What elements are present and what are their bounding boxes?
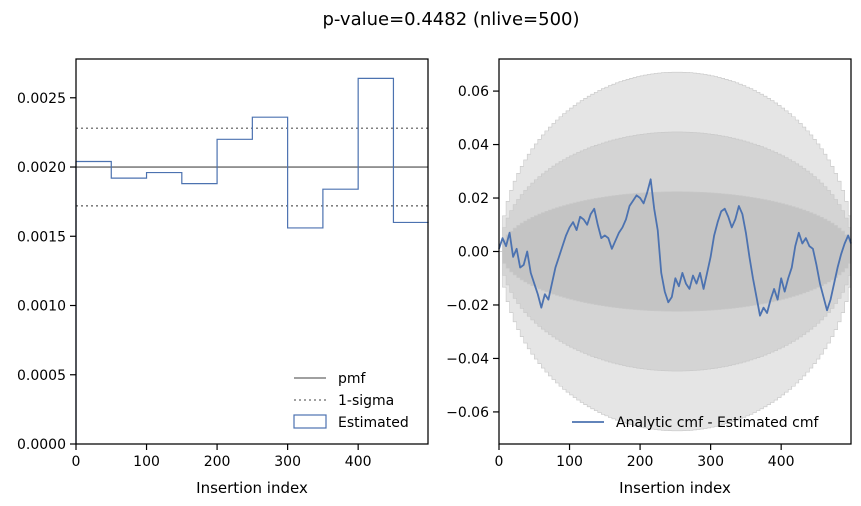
x-tick-label: 300 bbox=[274, 454, 301, 470]
y-tick-label: 0.06 bbox=[458, 84, 489, 100]
y-tick-label: 0.02 bbox=[458, 191, 489, 207]
legend-cmf-label: Analytic cmf - Estimated cmf bbox=[616, 415, 819, 431]
legend-sigma-label: 1-sigma bbox=[338, 393, 394, 409]
sigma-band-1 bbox=[499, 191, 852, 312]
x-tick-label: 400 bbox=[768, 454, 795, 470]
y-tick-label: 0.0020 bbox=[17, 160, 66, 176]
cmf-difference-line bbox=[498, 178, 852, 317]
x-tick-label: 0 bbox=[72, 454, 81, 470]
x-tick-label: 0 bbox=[495, 454, 504, 470]
y-tick-label: −0.06 bbox=[446, 405, 489, 421]
x-tick-label: 200 bbox=[627, 454, 654, 470]
legend-pmf-label: pmf bbox=[338, 371, 367, 387]
y-tick-label: −0.02 bbox=[446, 298, 489, 314]
x-tick-label: 300 bbox=[697, 454, 724, 470]
cmf-legend: Analytic cmf - Estimated cmf bbox=[572, 415, 819, 431]
estimated-histogram bbox=[75, 77, 429, 444]
x-tick-label: 100 bbox=[556, 454, 583, 470]
legend-estimated-swatch bbox=[293, 414, 327, 429]
legend-estimated-label: Estimated bbox=[338, 415, 409, 431]
cmf-panel: 0 100 200 300 400 −0.06 −0.04 −0.02 0.00 0.02 0.04… bbox=[446, 58, 852, 497]
x-tick-label: 200 bbox=[204, 454, 231, 470]
histogram-xlabel: Insertion index bbox=[196, 479, 308, 497]
x-tick-label: 400 bbox=[345, 454, 372, 470]
y-tick-label: −0.04 bbox=[446, 351, 489, 367]
y-tick-label: 0.00 bbox=[458, 245, 489, 261]
y-tick-label: 0.0015 bbox=[17, 229, 66, 245]
histogram-legend: pmf 1-sigma Estimated bbox=[293, 371, 409, 431]
y-tick-label: 0.0000 bbox=[17, 437, 66, 453]
y-tick-label: 0.04 bbox=[458, 138, 489, 154]
x-tick-label: 100 bbox=[133, 454, 160, 470]
y-tick-label: 0.0005 bbox=[17, 368, 66, 384]
figure-title: p-value=0.4482 (nlive=500) bbox=[322, 9, 579, 30]
y-tick-label: 0.0025 bbox=[17, 91, 66, 107]
y-tick-label: 0.0010 bbox=[17, 299, 66, 315]
cmf-xlabel: Insertion index bbox=[619, 479, 731, 497]
histogram-panel: 0 100 200 300 400 0.0000 0.0005 0.0010 0.0015 0.0… bbox=[17, 58, 429, 497]
histogram-axes-frame bbox=[75, 58, 429, 445]
